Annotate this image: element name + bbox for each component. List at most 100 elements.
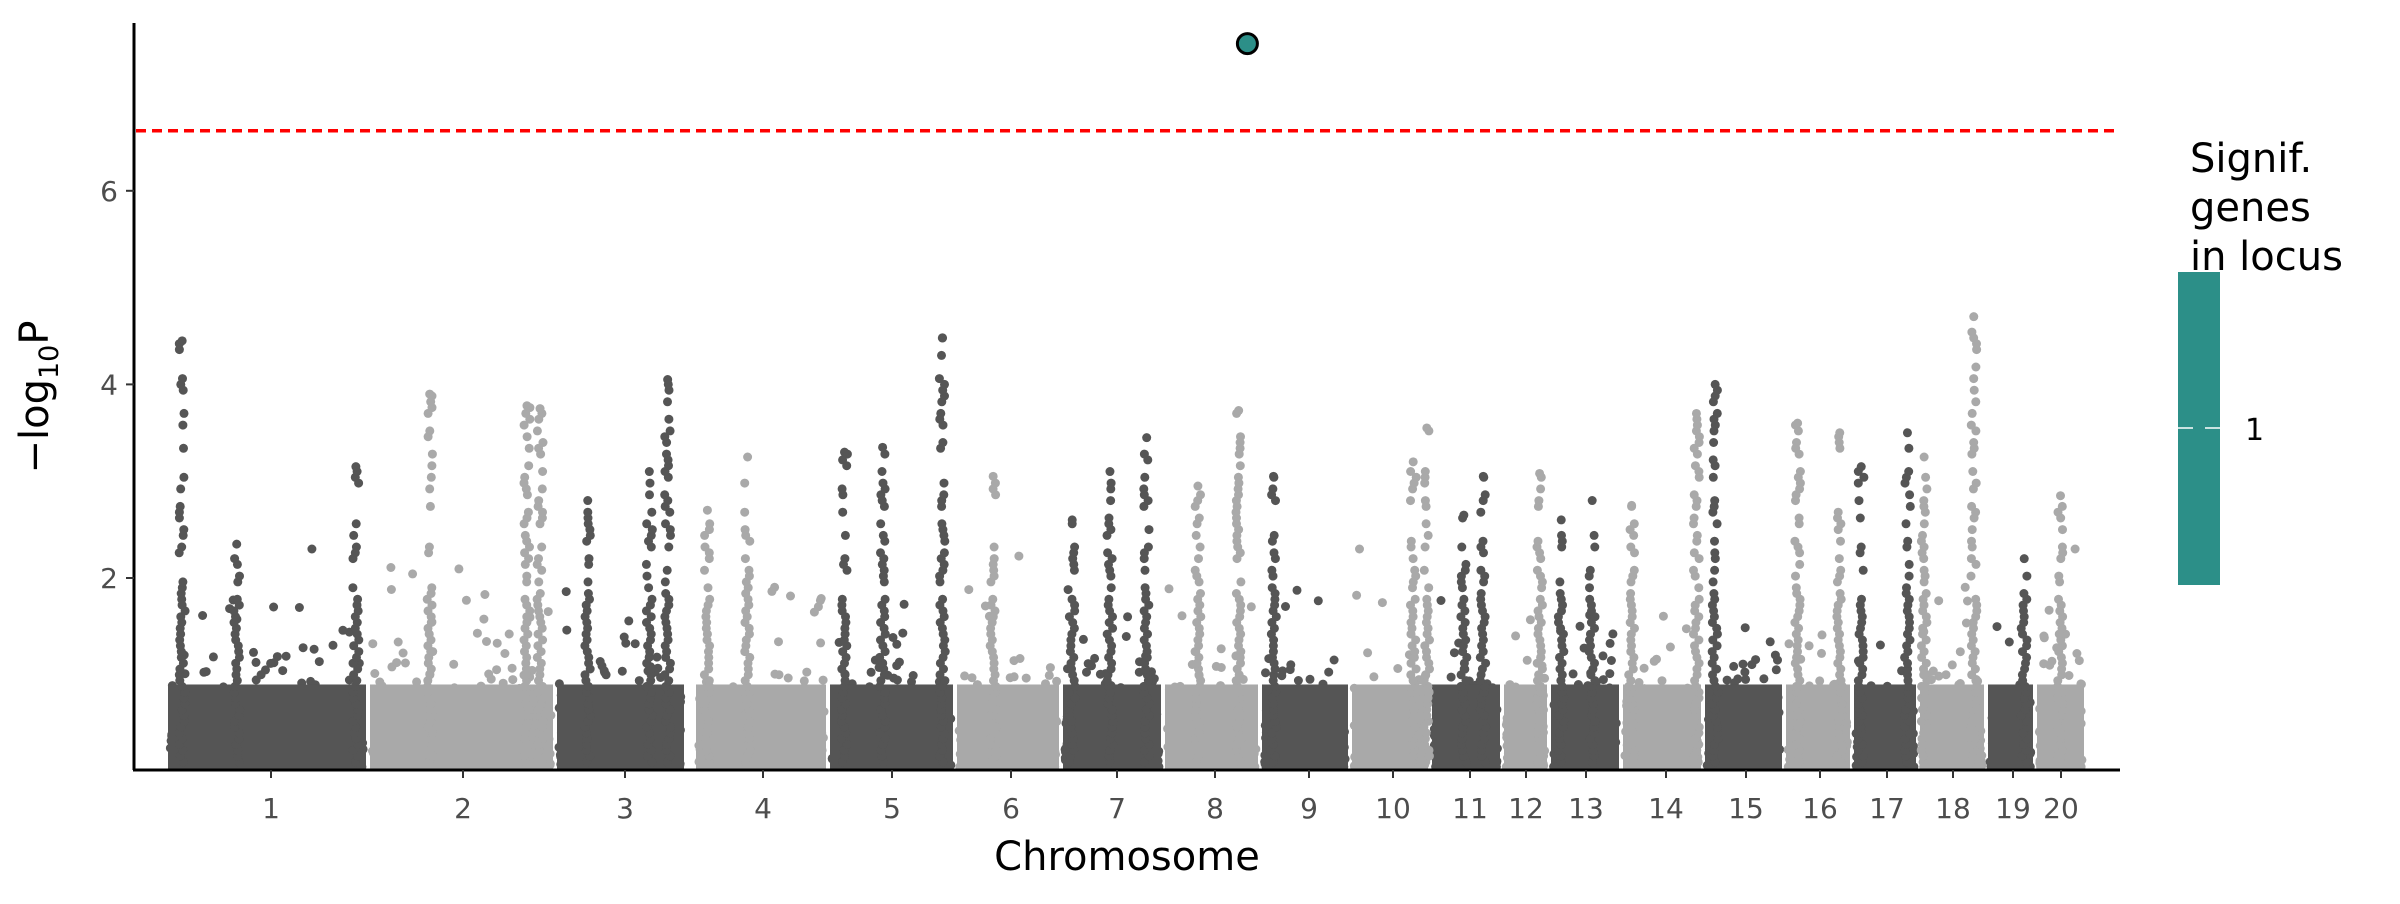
- peak-point: [878, 442, 888, 452]
- data-point: [454, 564, 464, 574]
- data-point: [1747, 660, 1757, 670]
- data-point: [408, 569, 418, 579]
- data-point: [1246, 602, 1256, 612]
- data-point: [802, 667, 812, 677]
- data-point: [1941, 670, 1951, 680]
- data-point: [353, 594, 363, 604]
- data-point: [179, 472, 189, 482]
- data-point: [878, 478, 888, 488]
- data-point: [249, 647, 258, 657]
- data-point: [1324, 667, 1334, 677]
- data-point: [783, 673, 793, 683]
- data-point: [960, 671, 970, 681]
- data-point: [624, 616, 634, 626]
- data-point: [199, 667, 209, 677]
- data-point: [1103, 548, 1113, 558]
- data-point: [1605, 638, 1615, 648]
- data-point: [1568, 669, 1578, 679]
- data-point: [524, 443, 534, 453]
- data-point: [630, 639, 640, 649]
- peak-point: [663, 375, 673, 385]
- data-point: [230, 554, 240, 564]
- data-point: [1722, 675, 1732, 685]
- data-point: [1369, 672, 1379, 682]
- data-point: [375, 677, 385, 687]
- data-point: [492, 665, 502, 675]
- data-point: [1598, 651, 1608, 661]
- data-point: [840, 530, 850, 540]
- data-point: [1522, 655, 1532, 665]
- data-point: [198, 611, 208, 620]
- data-point: [939, 478, 949, 488]
- data-point: [664, 542, 674, 552]
- data-point: [816, 638, 826, 648]
- data-point: [662, 565, 672, 575]
- peak-point: [937, 333, 947, 343]
- data-point: [398, 648, 408, 658]
- data-point: [662, 449, 671, 459]
- data-point: [370, 669, 380, 678]
- data-point: [1177, 611, 1187, 621]
- data-point: [936, 408, 946, 418]
- data-point: [876, 548, 885, 558]
- data-point: [989, 554, 999, 564]
- data-point: [888, 633, 898, 642]
- data-point: [1070, 542, 1080, 552]
- data-point: [1992, 622, 2002, 632]
- data-point: [1121, 632, 1131, 641]
- data-point: [583, 507, 593, 517]
- data-point: [767, 586, 777, 596]
- peak-point: [743, 452, 753, 462]
- data-point: [562, 625, 572, 635]
- data-point: [744, 565, 754, 575]
- data-point: [880, 594, 890, 604]
- data-point: [1261, 668, 1270, 678]
- data-point: [652, 652, 662, 662]
- data-point: [799, 676, 809, 686]
- data-point: [1955, 647, 1965, 657]
- data-point: [1286, 660, 1296, 670]
- data-point: [818, 675, 828, 685]
- data-point: [278, 666, 288, 676]
- data-point: [1305, 674, 1315, 684]
- data-point: [1765, 637, 1775, 647]
- data-point: [595, 657, 605, 666]
- data-point: [177, 542, 187, 552]
- data-point: [256, 670, 266, 680]
- data-point: [644, 583, 654, 593]
- data-point: [522, 432, 532, 442]
- data-point: [892, 675, 902, 685]
- data-point: [894, 657, 904, 667]
- data-point: [520, 472, 530, 482]
- data-point: [1281, 602, 1290, 611]
- data-point: [988, 594, 998, 604]
- data-point: [179, 408, 189, 418]
- data-point: [232, 594, 242, 604]
- data-point: [876, 519, 886, 529]
- data-point: [427, 461, 437, 471]
- data-point: [899, 599, 909, 609]
- data-point: [1598, 675, 1608, 685]
- data-point: [939, 548, 949, 558]
- data-point: [1393, 664, 1403, 673]
- data-point: [1738, 659, 1748, 669]
- data-point: [964, 585, 974, 595]
- data-point: [877, 467, 887, 476]
- data-point: [543, 607, 553, 617]
- data-point: [2039, 631, 2049, 641]
- data-point: [1140, 565, 1150, 575]
- data-point: [386, 585, 396, 594]
- data-point: [647, 594, 657, 604]
- data-point: [1313, 596, 1323, 606]
- data-point: [500, 649, 510, 658]
- data-point: [1377, 598, 1387, 608]
- data-point: [705, 594, 715, 604]
- data-point: [1090, 653, 1100, 663]
- data-point: [774, 637, 783, 647]
- data-point: [1740, 623, 1750, 633]
- peak-point: [702, 505, 712, 515]
- data-point: [427, 449, 437, 459]
- data-point: [480, 590, 490, 599]
- data-point: [508, 675, 518, 685]
